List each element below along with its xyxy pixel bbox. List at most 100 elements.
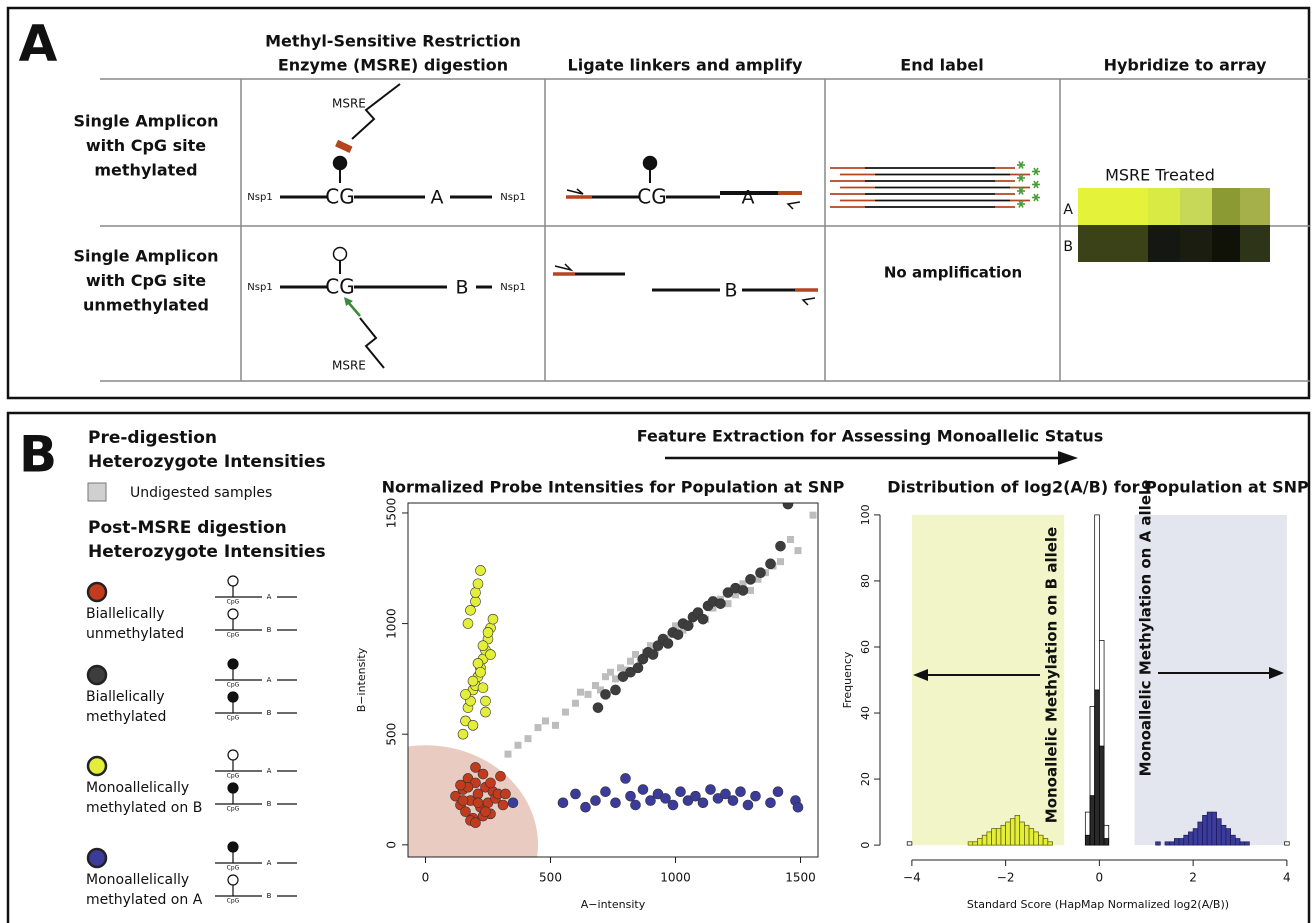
point [792, 801, 804, 813]
point [754, 575, 762, 583]
point [632, 662, 644, 674]
hist-bar [1155, 841, 1161, 846]
point [557, 797, 569, 809]
arrow-head [913, 669, 928, 681]
y-tick-label: 1000 [385, 608, 399, 639]
point [794, 547, 802, 555]
point [660, 793, 671, 804]
primer [801, 297, 816, 306]
point [742, 799, 754, 811]
array-cell [1148, 188, 1180, 225]
mini-head [227, 658, 239, 670]
mini-label: B [267, 800, 272, 808]
hist-bar [986, 831, 992, 846]
mini-head [227, 749, 239, 761]
point [590, 795, 601, 806]
hist-bar [995, 828, 1002, 846]
plot-area [408, 503, 817, 857]
legend-label: Undigested samples [130, 485, 272, 501]
point [487, 613, 499, 625]
point [612, 675, 619, 683]
star-stroke [1033, 167, 1039, 176]
point [675, 786, 686, 798]
point [475, 666, 486, 678]
site-label: Nsp1 [247, 192, 272, 203]
hist-bar [1099, 745, 1105, 846]
y-tick-label: 0 [385, 841, 399, 849]
chart-title: Normalized Probe Intensities for Populat… [382, 478, 845, 497]
site-label: Nsp1 [500, 192, 525, 203]
lollipop-head [642, 155, 658, 171]
hist-bar [1197, 821, 1203, 846]
point [622, 666, 629, 674]
star-stroke [1018, 187, 1024, 195]
point [617, 664, 624, 672]
point [477, 640, 489, 652]
y-tick-label: 40 [859, 706, 872, 720]
legend-heading: Post-MSRE digestion [88, 518, 287, 538]
legend-swatch [86, 664, 108, 686]
point [480, 695, 491, 707]
x-tick-label: 4 [1283, 871, 1291, 885]
shaded-region [1134, 514, 1287, 846]
point [765, 797, 776, 809]
point [705, 784, 716, 795]
enzyme-site [335, 139, 353, 154]
point [472, 658, 484, 669]
point [597, 686, 604, 694]
x-tick-label: 0 [422, 871, 430, 885]
hist-bar [1009, 818, 1016, 846]
point [514, 741, 522, 749]
hist-bar [906, 841, 913, 846]
y-axis-label: Frequency [841, 651, 854, 708]
cpg-label: CG [325, 185, 354, 209]
column-header: End label [900, 56, 983, 75]
mini-head [227, 874, 239, 886]
panel-a-frame [6, 6, 1311, 400]
allele-label: A [742, 187, 755, 209]
point [470, 587, 481, 598]
point [737, 585, 749, 596]
point [485, 649, 496, 660]
column-header: Hybridize to array [1104, 56, 1267, 75]
shaded-region [911, 514, 1065, 846]
point [460, 689, 471, 700]
feature-title: Feature Extraction for Assessing Monoall… [637, 427, 1104, 446]
point [632, 651, 639, 659]
lollipop-head [332, 155, 348, 171]
legend-heading: Heterozygote Intensities [88, 542, 326, 562]
point [580, 801, 591, 813]
point [672, 622, 679, 630]
point [570, 788, 581, 800]
point [647, 649, 659, 660]
hist-bar [981, 834, 988, 846]
legend-label: Biallelically [86, 689, 165, 705]
point [457, 795, 469, 806]
hist-bar [1220, 824, 1227, 846]
point [485, 777, 496, 789]
point [562, 708, 569, 716]
point [477, 682, 489, 694]
y-tick-label: 60 [859, 640, 872, 654]
hist-bar [1211, 811, 1217, 846]
point [592, 682, 599, 690]
point [715, 598, 726, 609]
y-tick-label: 80 [859, 574, 872, 588]
hist-bar [1024, 824, 1030, 846]
mini-label: CpG [227, 865, 240, 872]
point [607, 668, 614, 676]
point [467, 720, 479, 731]
point [534, 724, 542, 732]
hist-bar [1000, 824, 1006, 846]
legend-label: methylated on A [86, 892, 203, 908]
point [809, 511, 817, 519]
y-tick-label: 1500 [385, 498, 399, 529]
cut-arrow [347, 301, 361, 317]
mini-label: A [267, 859, 272, 867]
array-cell [1180, 188, 1212, 225]
point [647, 642, 654, 650]
star-stroke [1018, 200, 1024, 208]
enzyme [351, 83, 401, 140]
point [739, 580, 747, 588]
